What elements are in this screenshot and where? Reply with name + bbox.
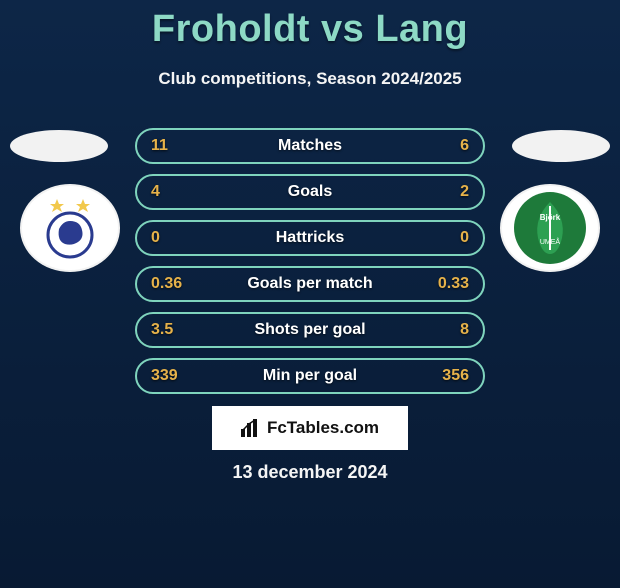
stat-row: 0.36 Goals per match 0.33 [135, 266, 485, 302]
stat-left-value: 3.5 [151, 321, 173, 339]
stat-row: 0 Hattricks 0 [135, 220, 485, 256]
stat-row: 339 Min per goal 356 [135, 358, 485, 394]
player-photo-right-placeholder [512, 130, 610, 162]
stat-right-value: 356 [442, 367, 469, 385]
stat-right-value: 0 [460, 229, 469, 247]
stat-row: 4 Goals 2 [135, 174, 485, 210]
stat-row: 11 Matches 6 [135, 128, 485, 164]
stat-row: 3.5 Shots per goal 8 [135, 312, 485, 348]
bar-chart-icon [241, 419, 261, 437]
stats-panel: 11 Matches 6 4 Goals 2 0 Hattricks 0 0.3… [135, 128, 485, 404]
snapshot-date: 13 december 2024 [0, 462, 620, 483]
stat-left-value: 0.36 [151, 275, 182, 293]
stat-left-value: 339 [151, 367, 178, 385]
stat-label: Min per goal [263, 367, 357, 385]
club-badge-left [20, 184, 120, 272]
svg-text:UMEÅ: UMEÅ [540, 237, 561, 246]
stat-label: Matches [278, 137, 342, 155]
stat-label: Goals per match [247, 275, 372, 293]
bjorkloven-icon: Björk UMEÅ [510, 188, 590, 268]
season-subtitle: Club competitions, Season 2024/2025 [0, 69, 620, 89]
stat-label: Goals [288, 183, 332, 201]
fc-kobenhavn-icon [35, 193, 105, 263]
fctables-label: FcTables.com [267, 418, 379, 438]
stat-right-value: 6 [460, 137, 469, 155]
club-badge-right: Björk UMEÅ [500, 184, 600, 272]
svg-text:Björk: Björk [540, 213, 561, 222]
stat-label: Shots per goal [254, 321, 365, 339]
player-photo-left-placeholder [10, 130, 108, 162]
stat-label: Hattricks [276, 229, 344, 247]
stat-left-value: 0 [151, 229, 160, 247]
stat-right-value: 0.33 [438, 275, 469, 293]
stat-left-value: 11 [151, 137, 168, 155]
fctables-watermark: FcTables.com [212, 406, 408, 450]
stat-left-value: 4 [151, 183, 160, 201]
stat-right-value: 2 [460, 183, 469, 201]
comparison-title: Froholdt vs Lang [0, 8, 620, 51]
stat-right-value: 8 [460, 321, 469, 339]
